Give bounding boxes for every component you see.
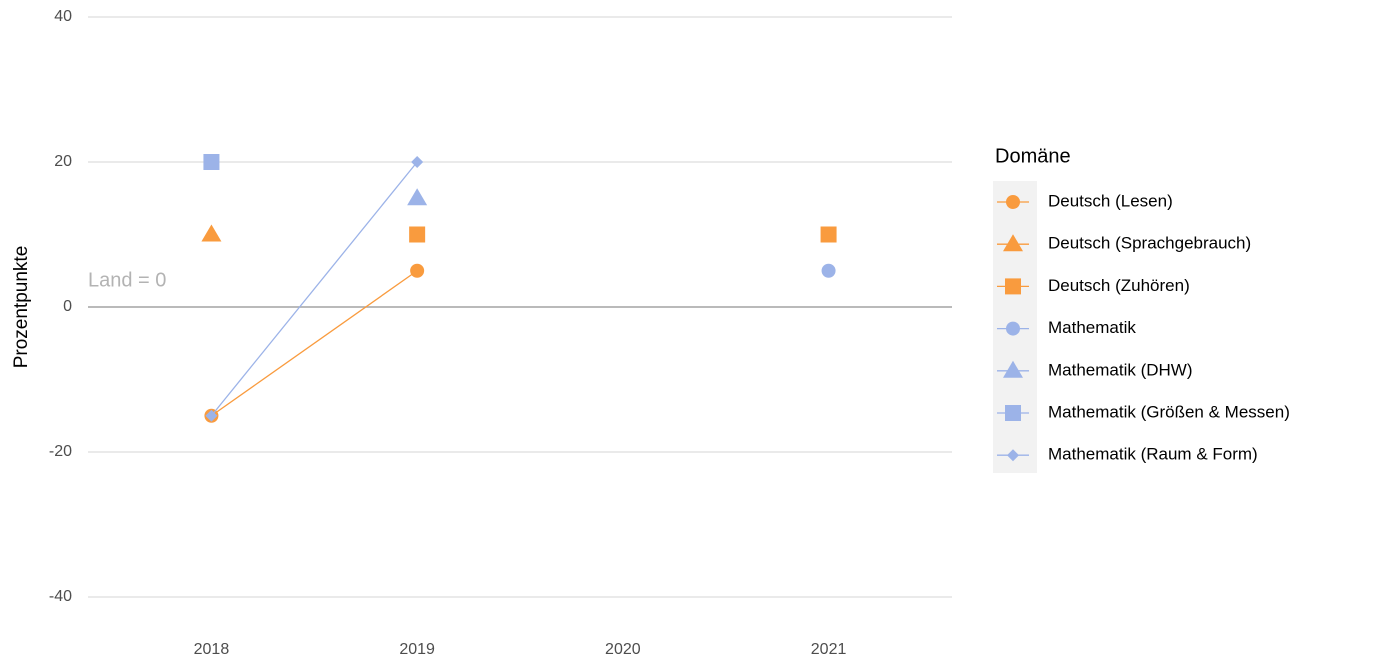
legend-label: Deutsch (Lesen) [1048,191,1173,210]
y-tick-label: 20 [54,153,72,170]
x-tick-label: 2021 [811,641,847,658]
point [411,156,424,168]
series-line [210,161,418,417]
legend-label: Mathematik (Raum & Form) [1048,445,1258,464]
series-line [211,270,418,417]
point [1003,360,1023,378]
legend-label: Mathematik (Größen & Messen) [1048,402,1290,421]
point [205,409,218,422]
y-axis-label: Prozentpunkte [11,246,32,369]
annotation: Land = 0 [88,269,166,291]
legend-label: Deutsch (Zuhören) [1048,276,1190,295]
legend-label: Mathematik [1048,318,1136,337]
point [407,188,428,206]
point [821,263,836,278]
point [1006,321,1020,336]
point [1006,195,1020,209]
y-tick-label: -40 [49,588,72,605]
y-tick-label: 0 [63,298,72,315]
point [1007,449,1019,462]
point [410,263,425,278]
point [1005,405,1021,421]
x-tick-label: 2020 [605,641,641,658]
point [1005,278,1021,295]
point [201,224,222,242]
legend-title: Domäne [995,145,1071,167]
point [820,226,837,243]
point [409,226,426,243]
y-tick-label: -20 [49,443,72,460]
legend-label: Mathematik (DHW) [1048,360,1193,379]
x-tick-label: 2019 [399,641,435,658]
legend-label: Deutsch (Sprachgebrauch) [1048,234,1251,253]
point [1003,234,1023,252]
x-tick-label: 2018 [194,641,230,658]
point [203,154,220,170]
y-tick-label: 40 [54,8,72,25]
